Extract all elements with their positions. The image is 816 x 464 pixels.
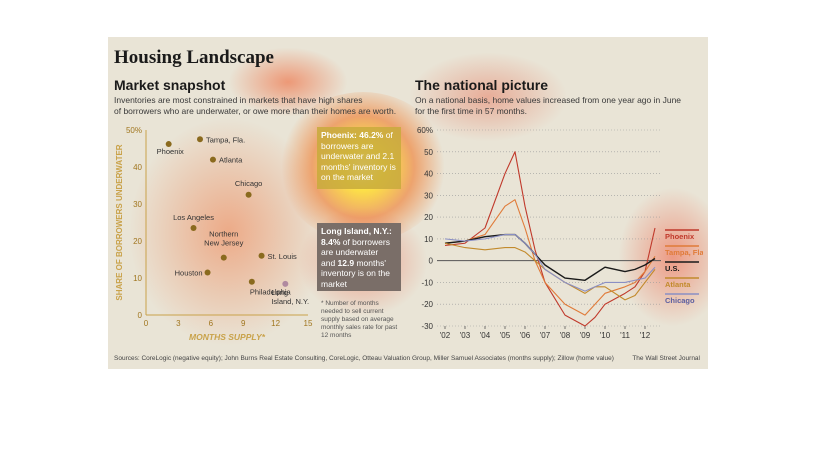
scatter-x-tick-label: 6 [209,319,214,328]
scatter-point [282,280,289,287]
scatter-x-tick-label: 3 [176,319,181,328]
scatter-point-label: Atlanta [219,156,243,165]
scatter-y-tick-label: 50% [126,126,142,135]
footnote-line: needed to sell current [321,308,384,315]
legend-label: Tampa, Fla. [665,248,703,257]
line-series-tampa-fla- [444,199,656,316]
line-chart-y-tick-label: -30 [421,322,433,331]
page-title: Housing Landscape [114,47,274,68]
scatter-point [165,141,172,148]
right-description: On a national basis, home values increas… [415,95,681,117]
left-description: Inventories are most constrained in mark… [114,95,396,117]
line-chart-y-tick-label: 60% [417,126,433,135]
left-description-line-2: of borrowers who are underwater, or owe … [114,106,397,116]
scatter-point-label: St. Louis [268,252,297,261]
footnote-line: supply based on average [321,316,394,323]
scatter-point-label: Houston [175,268,203,277]
scatter-y-tick-label: 30 [133,200,142,209]
scatter-y-tick-label: 10 [133,274,142,283]
line-chart-y-tick-label: 0 [429,257,434,266]
scatter-x-tick-label: 0 [144,319,149,328]
scatter-point-label: Northern New Jersey [204,230,243,248]
scatter-y-tick-label: 40 [133,163,142,172]
infographic-panel: Housing Landscape Market snapshot Invent… [108,37,708,369]
credit: The Wall Street Journal [632,355,700,362]
line-chart-y-tick-label: 50 [424,148,433,157]
line-chart-x-tick-label: '04 [480,331,491,340]
line-chart: -30 -20 -10 0 10 20 30 40 50 60% '02 '03 '04 '05 '06 '0… [417,126,703,340]
right-description-line-2: for the first time in 57 months. [415,106,527,116]
line-series-chicago [444,233,656,292]
footnote-line: * Number of months [321,300,379,307]
footnote-line: 12 months [321,332,352,339]
line-chart-x-tick-label: '11 [620,331,630,340]
scatter-point [204,269,211,276]
phoenix-callout-text: of borrowers are underwater and 2.1 mont… [321,130,396,182]
right-description-line-1: On a national basis, home values increas… [415,95,682,105]
right-subtitle: The national picture [415,77,549,93]
li-callout-line5: market [321,278,347,289]
phoenix-callout: Phoenix: 46.2% of borrowers are underwat… [317,127,401,189]
scatter-point-label: Phoenix [157,147,184,156]
scatter-point [209,156,216,163]
phoenix-callout-head: Phoenix: 46.2% [321,130,384,140]
left-subtitle: Market snapshot [114,77,226,93]
scatter-point [197,136,203,143]
legend-label: U.S. [665,264,680,273]
line-chart-y-tick-label: 30 [424,191,433,200]
line-chart-y-tick-label: -20 [421,300,433,309]
line-chart-x-tick-label: '06 [520,331,531,340]
months-supply-footnote: * Number of months needed to sell curren… [321,300,397,340]
scatter-x-tick-label: 12 [271,319,280,328]
scatter-chart: 0 10 20 30 40 50% 0 3 6 9 12 15 MONTHS SUPPLY* SHARE … [115,126,313,342]
scatter-point-label: Long Island, N.Y. [271,288,309,306]
line-series-u-s- [444,233,656,281]
line-chart-x-tick-label: '08 [560,331,571,340]
scatter-point-label: Chicago [235,179,263,188]
line-chart-x-tick-label: '07 [540,331,551,340]
line-chart-x-tick-label: '12 [640,331,651,340]
line-chart-y-tick-label: 10 [424,235,433,244]
line-chart-x-tick-label: '05 [500,331,511,340]
scatter-y-axis-label: SHARE OF BORROWERS UNDERWATER [115,144,124,300]
scatter-point-label: Philadelphia [250,288,292,297]
li-callout-line3c: months' [354,257,386,268]
scatter-point [220,254,227,261]
li-callout-line1: of borrowers [340,236,390,247]
scatter-x-tick-label: 9 [241,319,246,328]
scatter-point-label: Tampa, Fla. [206,135,245,144]
line-chart-y-tick-label: 40 [424,170,433,179]
li-callout-line2: are underwater [321,247,379,257]
line-chart-x-tick-label: '09 [580,331,591,340]
legend-label: Atlanta [665,280,691,289]
scatter-point-label: Los Angeles [173,213,214,222]
sources-footer: Sources: CoreLogic (negative equity); Jo… [114,355,614,362]
line-series-phoenix [444,151,656,327]
scatter-point [248,278,255,285]
line-chart-y-tick-label: 20 [424,213,433,222]
li-callout-line4: inventory is on the [321,268,390,278]
legend-label: Chicago [665,296,695,305]
scatter-x-tick-label: 15 [304,319,313,328]
scatter-y-tick-label: 20 [133,237,142,246]
long-island-callout: Long Island, N.Y.: 8.4% of borrowers are… [317,223,401,291]
line-chart-x-tick-label: '10 [600,331,611,340]
line-chart-y-tick-label: -10 [421,278,433,287]
scatter-y-tick-label: 0 [138,311,143,320]
footnote-line: monthly sales rate for past [321,324,398,331]
li-callout-pct: 8.4% [321,236,341,247]
scatter-point [245,191,252,198]
scatter-point [190,225,197,232]
li-callout-months: 12.9 [337,257,355,268]
scatter-point [258,252,265,259]
line-chart-x-tick-label: '02 [440,331,451,340]
legend-label: Phoenix [665,232,695,241]
left-description-line-1: Inventories are most constrained in mark… [114,95,363,105]
li-callout-head: Long Island, N.Y.: [321,226,392,236]
li-callout-line3a: and [321,257,338,268]
scatter-x-axis-label: MONTHS SUPPLY* [189,332,266,342]
line-chart-x-tick-label: '03 [460,331,471,340]
